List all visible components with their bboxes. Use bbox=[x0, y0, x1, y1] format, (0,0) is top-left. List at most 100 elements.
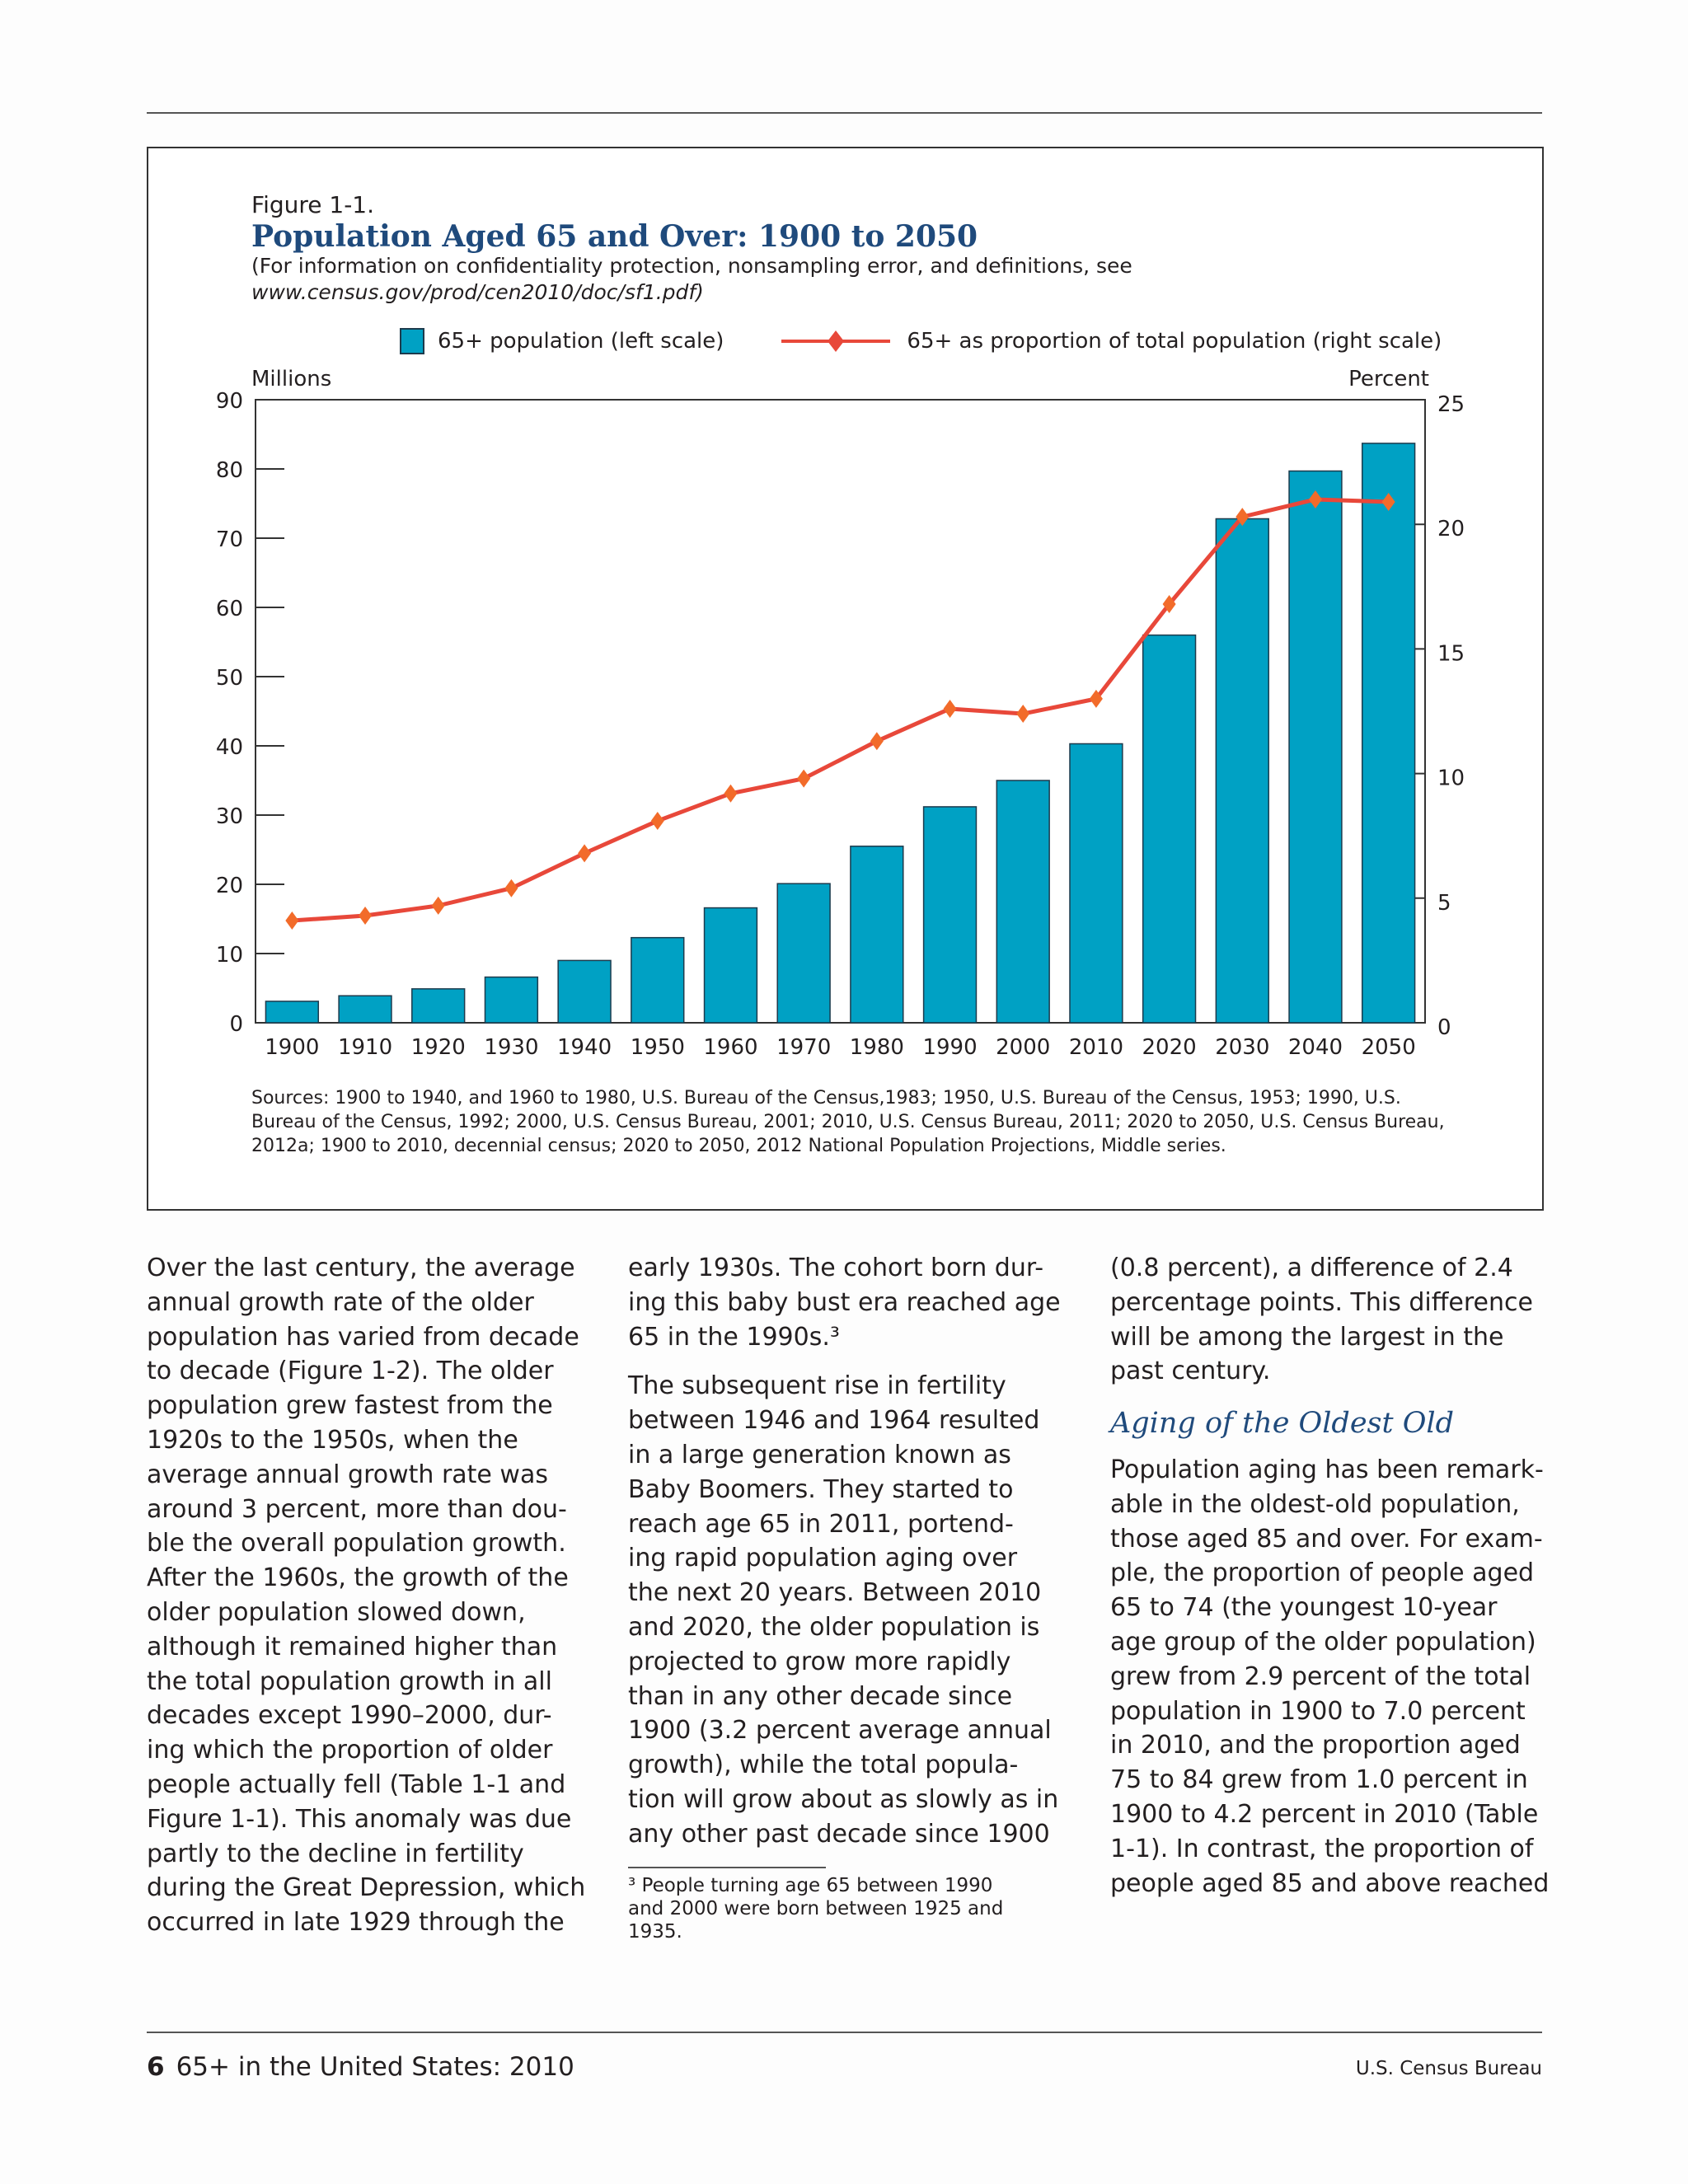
marker-1920 bbox=[431, 896, 445, 915]
proportion-line bbox=[292, 497, 1389, 923]
bar-2040 bbox=[1288, 470, 1343, 1024]
x-tick-label: 2020 bbox=[1142, 1035, 1197, 1060]
text-line: to decade (Figure 1-2). The older bbox=[147, 1357, 554, 1386]
text-line: ple, the proportion of people aged bbox=[1110, 1558, 1535, 1588]
text-line: during the Great Depression, which bbox=[147, 1873, 586, 1903]
text-line: growth), while the total popula- bbox=[628, 1750, 1019, 1780]
publication-title: 65+ in the United States: 2010 bbox=[176, 2052, 574, 2082]
text-line: 1920s to the 1950s, when the bbox=[147, 1425, 518, 1455]
text-line: decades except 1990–2000, dur- bbox=[147, 1701, 552, 1731]
text-line: past century. bbox=[1110, 1357, 1271, 1386]
bar-2000 bbox=[996, 780, 1050, 1024]
text-line: occurred in late 1929 through the bbox=[147, 1908, 565, 1938]
text-line: projected to grow more rapidly bbox=[628, 1647, 1011, 1676]
y-tick-label-left: 20 bbox=[216, 874, 243, 898]
text-line: around 3 percent, more than dou- bbox=[147, 1494, 567, 1524]
y-tick-label-left: 30 bbox=[216, 804, 243, 829]
text-line: ³ People turning age 65 between 1990 bbox=[628, 1875, 993, 1896]
figure-label: Figure 1-1. bbox=[251, 191, 375, 218]
y-tick-label-left: 60 bbox=[216, 597, 243, 621]
text-line: 1935. bbox=[628, 1921, 682, 1943]
text-line: 1900 to 4.2 percent in 2010 (Table bbox=[1110, 1799, 1539, 1829]
x-tick-label: 1990 bbox=[922, 1035, 977, 1060]
marker-1980 bbox=[870, 732, 884, 751]
text-line: the next 20 years. Between 2010 bbox=[628, 1578, 1042, 1608]
text-line: age group of the older population) bbox=[1110, 1627, 1536, 1657]
text-line: will be among the largest in the bbox=[1110, 1322, 1504, 1352]
text-line: ing this baby bust era reached age bbox=[628, 1287, 1061, 1317]
y-tick-label-left: 80 bbox=[216, 458, 243, 483]
text-line: 75 to 84 grew from 1.0 percent in bbox=[1110, 1765, 1528, 1795]
x-tick-label: 1930 bbox=[484, 1035, 538, 1060]
marker-2050 bbox=[1381, 492, 1395, 511]
text-line: Figure 1-1). This anomaly was due bbox=[147, 1804, 572, 1834]
text-line: and 2020, the older population is bbox=[628, 1612, 1040, 1642]
bar-1930 bbox=[484, 976, 539, 1024]
bar-1910 bbox=[338, 995, 392, 1024]
text-line: 1-1). In contrast, the proportion of bbox=[1110, 1834, 1534, 1863]
bar-1980 bbox=[850, 846, 904, 1024]
footer-rule bbox=[147, 2032, 1542, 2033]
bar-1970 bbox=[776, 883, 831, 1024]
x-tick-label: 1950 bbox=[631, 1035, 685, 1060]
x-tick-label: 2030 bbox=[1215, 1035, 1269, 1060]
text-line: ble the overall population growth. bbox=[147, 1529, 566, 1558]
text-line: any other past decade since 1900 bbox=[628, 1819, 1050, 1849]
marker-2010 bbox=[1089, 689, 1103, 708]
paragraph: early 1930s. The cohort born dur-ing thi… bbox=[628, 1251, 1073, 1354]
y-tick-label-left: 40 bbox=[216, 735, 243, 760]
text-line: partly to the decline in fertility bbox=[147, 1839, 524, 1868]
marker-1990 bbox=[943, 699, 957, 718]
text-line: in 2010, and the proportion aged bbox=[1110, 1731, 1521, 1760]
marker-2020 bbox=[1162, 594, 1176, 613]
text-line: (0.8 percent), a difference of 2.4 bbox=[1110, 1254, 1513, 1282]
figure-subtitle-url: www.census.gov/prod/cen2010/doc/sf1.pdf) bbox=[251, 280, 704, 304]
y-tick-label-left: 90 bbox=[216, 389, 243, 414]
footer-title: 6 65+ in the United States: 2010 bbox=[147, 2052, 574, 2082]
y-tick-label-left: 70 bbox=[216, 527, 243, 552]
x-tick-label: 1920 bbox=[411, 1035, 466, 1060]
text-line: percentage points. This difference bbox=[1110, 1287, 1533, 1317]
marker-2040 bbox=[1308, 490, 1322, 509]
text-line: Baby Boomers. They started to bbox=[628, 1474, 1014, 1504]
text-line: tion will grow about as slowly as in bbox=[628, 1784, 1059, 1814]
text-line: older population slowed down, bbox=[147, 1597, 526, 1627]
text-line: Population aging has been remark- bbox=[1110, 1455, 1544, 1484]
x-tick-label: 2050 bbox=[1362, 1035, 1416, 1060]
y-tick-label-right: 15 bbox=[1437, 641, 1465, 666]
text-line: those aged 85 and over. For exam- bbox=[1110, 1524, 1543, 1554]
bar-1990 bbox=[922, 806, 978, 1024]
y-tick-label-right: 5 bbox=[1437, 891, 1451, 916]
x-tick-label: 1940 bbox=[557, 1035, 612, 1060]
legend-bar-swatch bbox=[400, 328, 424, 354]
marker-1960 bbox=[724, 784, 738, 803]
marker-1970 bbox=[797, 769, 811, 788]
body-column-3: (0.8 percent), a difference of 2.4 percen… bbox=[1110, 1251, 1555, 1915]
section-heading: Aging of the Oldest Old bbox=[1110, 1407, 1454, 1441]
paragraph: Population aging has been remark-able in… bbox=[1110, 1453, 1555, 1900]
text-line: ing which the proportion of older bbox=[147, 1736, 553, 1765]
text-line: After the 1960s, the growth of the bbox=[147, 1563, 569, 1593]
marker-2000 bbox=[1016, 705, 1030, 724]
paragraph: The subsequent rise in fertility between … bbox=[628, 1369, 1073, 1851]
footnote-rule bbox=[628, 1867, 826, 1868]
x-tick-label: 1980 bbox=[850, 1035, 904, 1060]
y-tick-label-right: 20 bbox=[1437, 517, 1465, 541]
y-tick-label-left: 50 bbox=[216, 666, 243, 691]
y-axis-left-label: Millions bbox=[251, 367, 331, 391]
x-tick-label: 1900 bbox=[265, 1035, 319, 1060]
paragraph: (0.8 percent), a difference of 2.4 percen… bbox=[1110, 1251, 1555, 1389]
text-line: reach age 65 in 2011, portend- bbox=[628, 1509, 1014, 1539]
paragraph: Over the last century, the average annual… bbox=[147, 1251, 592, 1940]
footnote: ³ People turning age 65 between 1990 and … bbox=[628, 1874, 1003, 1943]
x-tick-label: 2040 bbox=[1288, 1035, 1343, 1060]
legend: 65+ population (left scale) 65+ as propo… bbox=[400, 328, 1442, 354]
marker-1950 bbox=[650, 812, 664, 831]
y-tick-label-right: 25 bbox=[1437, 392, 1465, 417]
figure-box: Figure 1-1. Population Aged 65 and Over:… bbox=[147, 147, 1544, 1211]
bar-1950 bbox=[631, 936, 685, 1024]
text-line: population grew fastest from the bbox=[147, 1391, 553, 1421]
x-tick-label: 2010 bbox=[1069, 1035, 1123, 1060]
text-line: and 2000 were born between 1925 and bbox=[628, 1898, 1004, 1919]
bar-2020 bbox=[1142, 634, 1197, 1024]
